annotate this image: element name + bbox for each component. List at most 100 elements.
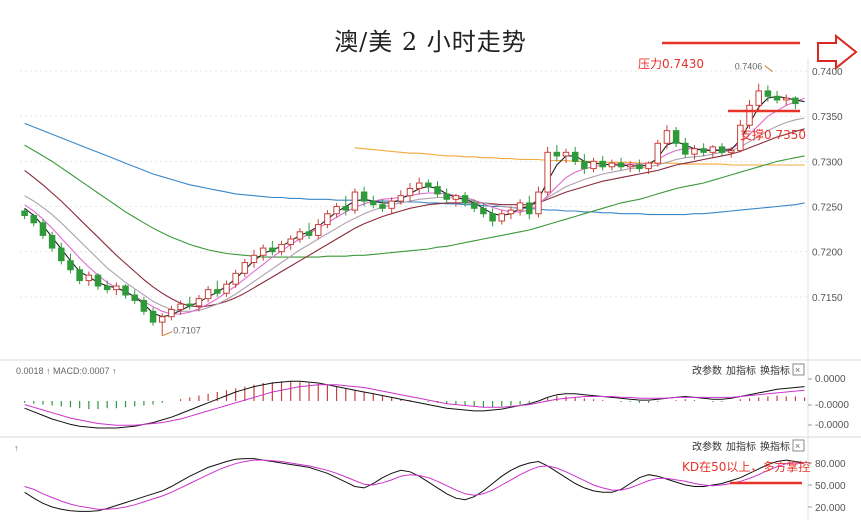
- candle: [296, 228, 304, 243]
- candle: [792, 96, 799, 109]
- swap-indicator-button[interactable]: 换指标: [760, 440, 790, 453]
- candle-body: [278, 243, 285, 253]
- candlesticks: [21, 83, 799, 336]
- candle-body: [195, 298, 203, 307]
- candle: [590, 157, 597, 173]
- candle-body: [103, 285, 111, 291]
- candle: [158, 313, 166, 336]
- candle-body: [425, 182, 432, 188]
- candle-body: [140, 299, 148, 312]
- candle-body: [30, 215, 38, 224]
- candle-body: [388, 200, 395, 209]
- add-indicator-button[interactable]: 加指标: [726, 364, 756, 377]
- candle-body: [764, 90, 772, 97]
- candle-body: [58, 247, 65, 262]
- swap-indicator-button[interactable]: 换指标: [760, 364, 790, 377]
- indicator-toolbar: 改参数 加指标 换指标 ×: [692, 439, 805, 453]
- candle: [581, 154, 588, 174]
- candle-body: [672, 130, 680, 144]
- candle: [526, 195, 533, 220]
- candle-body: [177, 303, 184, 310]
- candle-body: [507, 209, 515, 215]
- candle: [489, 208, 496, 227]
- price-tick-label: 0.7350: [812, 112, 843, 123]
- kd-panel: 改参数 加指标 换指标 × ↑ 80.000 50.000 20.000 KD在50以上，多方掌…: [14, 439, 846, 514]
- candle: [562, 148, 570, 164]
- candle-body: [581, 160, 588, 170]
- candle: [415, 177, 423, 194]
- candle-body: [324, 213, 331, 226]
- candle-body: [700, 148, 707, 153]
- kd-tick-label: 20.000: [815, 503, 846, 514]
- candle-body: [351, 191, 359, 211]
- kd-tick-label: 50.000: [815, 481, 846, 492]
- candle: [195, 295, 203, 312]
- indicator-toolbar: 改参数 加指标 换指标 ×: [692, 363, 805, 377]
- candle-body: [443, 193, 450, 200]
- change-params-button[interactable]: 改参数: [692, 440, 722, 453]
- candle: [443, 188, 450, 203]
- low-price-label: 0.7107: [173, 326, 201, 336]
- moving-average-line: [354, 147, 805, 166]
- close-panel-button[interactable]: [792, 363, 805, 376]
- candle-body: [755, 90, 762, 106]
- candle-body: [709, 146, 717, 153]
- candle: [333, 202, 340, 218]
- candle-body: [397, 195, 405, 202]
- candle-body: [470, 202, 478, 209]
- candle: [645, 161, 652, 174]
- candle-body: [461, 195, 469, 204]
- macd-tick-label: -0.0000: [815, 420, 849, 431]
- candle-body: [122, 285, 129, 296]
- candle: [85, 271, 93, 286]
- arrow-shape: [817, 33, 858, 71]
- candle-body: [415, 182, 423, 189]
- candle: [452, 193, 460, 207]
- candle: [241, 258, 249, 277]
- candle-body: [370, 200, 377, 206]
- candle-body: [516, 202, 524, 211]
- candle: [370, 195, 377, 209]
- candle: [351, 188, 359, 214]
- candle: [425, 179, 432, 193]
- price-tick-label: 0.7250: [812, 203, 843, 214]
- candle: [406, 183, 414, 202]
- macd-panel: 改参数 加指标 换指标 × 0.0018 ↑ MACD:0.0007 ↑ 0.0000 -0…: [16, 363, 849, 431]
- candle: [682, 137, 689, 158]
- candle-body: [480, 207, 487, 215]
- price-gridlines: [0, 58, 861, 520]
- candle: [131, 289, 138, 305]
- candle-body: [259, 247, 267, 256]
- candle: [48, 231, 56, 252]
- candle: [470, 199, 478, 212]
- candle-body: [654, 142, 662, 164]
- change-params-button[interactable]: 改参数: [692, 364, 722, 377]
- candle: [498, 210, 506, 225]
- candle: [571, 146, 579, 165]
- candle-body: [85, 274, 93, 282]
- candle: [149, 307, 157, 326]
- candle: [186, 296, 194, 310]
- moving-average-line: [24, 144, 805, 258]
- close-panel-button[interactable]: [792, 439, 805, 452]
- candle-body: [792, 97, 799, 105]
- candle-body: [76, 269, 83, 282]
- close-icon: ×: [795, 365, 800, 375]
- price-tick-label: 0.7300: [812, 157, 843, 168]
- candle: [140, 296, 148, 315]
- add-indicator-button[interactable]: 加指标: [726, 440, 756, 453]
- kd-annotation: KD在50以上，多方掌控: [682, 459, 810, 474]
- macd-dea-line: [24, 384, 805, 426]
- candle-body: [553, 151, 561, 157]
- price-annotations: 压力0.7430 支撑0.7350: [638, 41, 806, 142]
- candle: [544, 146, 551, 196]
- candle: [177, 300, 184, 315]
- price-tick-label: 0.7150: [812, 293, 843, 304]
- scroll-right-arrow-icon[interactable]: [817, 33, 858, 71]
- candle-body: [342, 206, 350, 211]
- moving-averages: [24, 95, 805, 318]
- candle-body: [287, 238, 294, 245]
- candle: [535, 186, 542, 218]
- candle: [480, 202, 487, 218]
